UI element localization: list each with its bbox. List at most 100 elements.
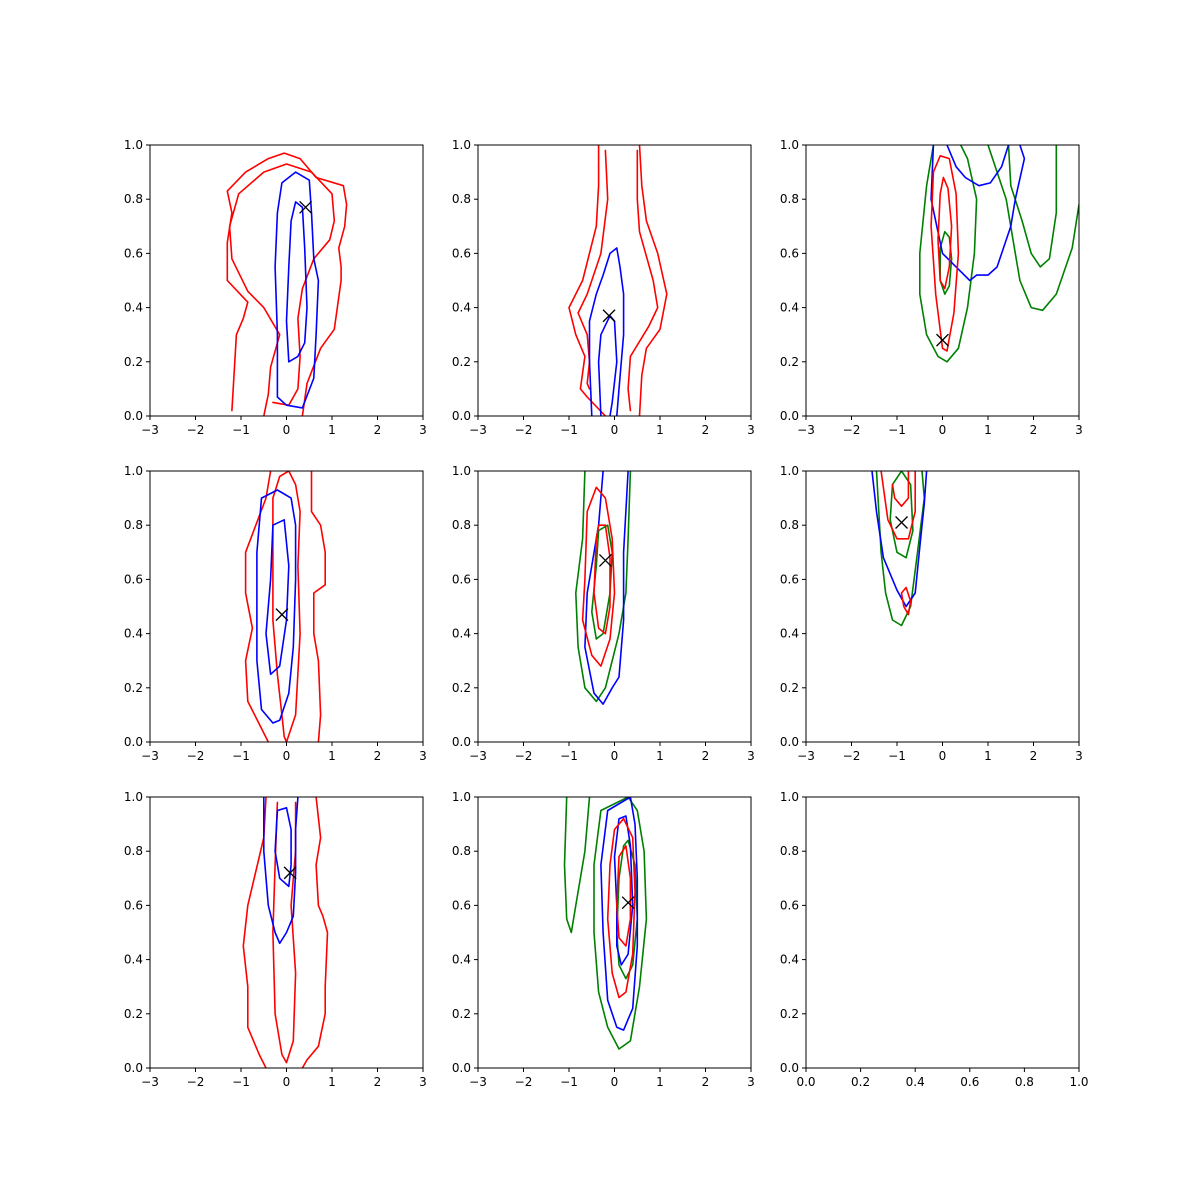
x-tick-label: −3 (141, 423, 159, 437)
x-tick-label: 3 (747, 423, 755, 437)
x-tick-label: 0.2 (851, 1075, 870, 1089)
y-tick-label: 0.0 (124, 1061, 143, 1075)
y-tick-label: 1.0 (780, 790, 799, 804)
x-marker (895, 516, 909, 529)
x-marker (275, 608, 289, 622)
axes-frame (805, 796, 1080, 1069)
x-tick-label: 0.0 (796, 1075, 815, 1089)
red-contour-2 (301, 797, 329, 1068)
y-tick-label: 0.4 (124, 627, 143, 641)
green-contour-1 (575, 471, 632, 703)
y-tick-label: 0.4 (452, 627, 471, 641)
x-tick-label: −2 (515, 749, 533, 763)
y-tick-label: 0.4 (124, 953, 143, 967)
plot-area (871, 471, 928, 627)
blue-contour-4 (285, 201, 308, 363)
blue-contour-6 (946, 145, 1010, 187)
x-tick-label: −2 (187, 423, 205, 437)
x-tick-label: 1 (328, 749, 336, 763)
x-tick-label: −2 (515, 1075, 533, 1089)
y-tick-label: 0.2 (452, 1007, 471, 1021)
subplot-7: −3 −2 −1 0 1 2 3 0.0 0.2 0.4 0.6 0.8 1.0 (124, 790, 427, 1089)
y-tick-label: 0.4 (452, 301, 471, 315)
x-tick-label: 2 (1030, 423, 1038, 437)
x-tick-label: −3 (141, 749, 159, 763)
subplot-8: −3 −2 −1 0 1 2 3 0.0 0.2 0.4 0.6 0.8 1.0 (452, 790, 755, 1089)
plot-area (242, 797, 329, 1068)
x-tick-label: −2 (515, 423, 533, 437)
y-tick-label: 0.6 (124, 246, 143, 260)
red-contour-6 (606, 817, 636, 999)
x-tick-label: −1 (232, 749, 250, 763)
y-tick-label: 0.8 (452, 844, 471, 858)
x-tick-label: −1 (888, 749, 906, 763)
y-tick-label: 1.0 (124, 138, 143, 152)
y-tick-label: 1.0 (452, 464, 471, 478)
green-contour-1 (563, 797, 591, 934)
subplot-3: −3 −2 −1 0 1 2 3 0.0 0.2 0.4 0.6 0.8 1.0 (780, 138, 1083, 437)
x-tick-label: 2 (702, 749, 710, 763)
y-tick-label: 0.8 (452, 192, 471, 206)
y-tick-label: 0.4 (780, 953, 799, 967)
x-tick-label: 1 (984, 423, 992, 437)
y-tick-label: 0.0 (780, 1061, 799, 1075)
blue-contour-4 (263, 797, 299, 945)
y-tick-label: 1.0 (452, 138, 471, 152)
y-tick-label: 0.0 (780, 735, 799, 749)
y-tick-label: 0.2 (124, 1007, 143, 1021)
x-tick-label: 1 (656, 1075, 664, 1089)
x-marker (299, 200, 313, 214)
x-tick-label: −1 (560, 749, 578, 763)
y-tick-label: 0.8 (452, 518, 471, 532)
y-tick-label: 0.8 (124, 844, 143, 858)
red-contour-4 (880, 471, 916, 540)
y-tick-label: 0.8 (780, 192, 799, 206)
y-tick-label: 0.2 (780, 681, 799, 695)
blue-contour-5 (588, 247, 625, 416)
x-tick-label: 0.8 (1015, 1075, 1034, 1089)
y-tick-label: 0.2 (780, 1007, 799, 1021)
x-tick-label: −3 (797, 749, 815, 763)
x-tick-label: 2 (374, 749, 382, 763)
green-contour-1 (919, 145, 978, 363)
red-contour-7 (616, 845, 632, 947)
y-tick-label: 0.6 (780, 572, 799, 586)
x-tick-label: −3 (469, 423, 487, 437)
x-tick-label: 0 (283, 749, 291, 763)
y-tick-label: 0.0 (452, 409, 471, 423)
green-contour-3 (616, 839, 639, 980)
blue-contour-5 (274, 807, 292, 888)
x-tick-label: 2 (374, 423, 382, 437)
x-tick-label: 0 (611, 1075, 619, 1089)
y-tick-label: 0.0 (124, 409, 143, 423)
red-contour-3 (577, 149, 609, 390)
y-tick-label: 1.0 (780, 464, 799, 478)
x-tick-label: −1 (560, 1075, 578, 1089)
red-contour-5 (891, 471, 910, 507)
x-marker (936, 333, 949, 347)
x-tick-label: 1 (656, 749, 664, 763)
y-tick-label: 0.4 (124, 301, 143, 315)
y-tick-label: 0.6 (452, 572, 471, 586)
x-tick-label: 0.6 (960, 1075, 979, 1089)
red-contour-7 (930, 155, 960, 352)
y-tick-label: 0.0 (452, 735, 471, 749)
subplot-6: −3 −2 −1 0 1 2 3 0.0 0.2 0.4 0.6 0.8 1.0 (780, 464, 1083, 763)
x-tick-label: 0.4 (906, 1075, 925, 1089)
blue-contour-3 (871, 471, 928, 608)
red-contour-8 (937, 176, 953, 290)
y-tick-label: 0.2 (124, 355, 143, 369)
x-tick-label: 2 (374, 1075, 382, 1089)
red-contour-1 (226, 152, 348, 416)
green-contour-4 (987, 145, 1079, 312)
red-contour-4 (627, 149, 659, 412)
plot-area (244, 471, 326, 742)
y-tick-label: 1.0 (780, 138, 799, 152)
y-tick-label: 0.2 (452, 681, 471, 695)
subplot-4: −3 −2 −1 0 1 2 3 0.0 0.2 0.4 0.6 0.8 1.0 (124, 464, 427, 763)
x-marker (283, 866, 297, 880)
red-contour-2 (310, 471, 326, 742)
y-tick-label: 0.2 (780, 355, 799, 369)
y-tick-label: 0.6 (452, 246, 471, 260)
